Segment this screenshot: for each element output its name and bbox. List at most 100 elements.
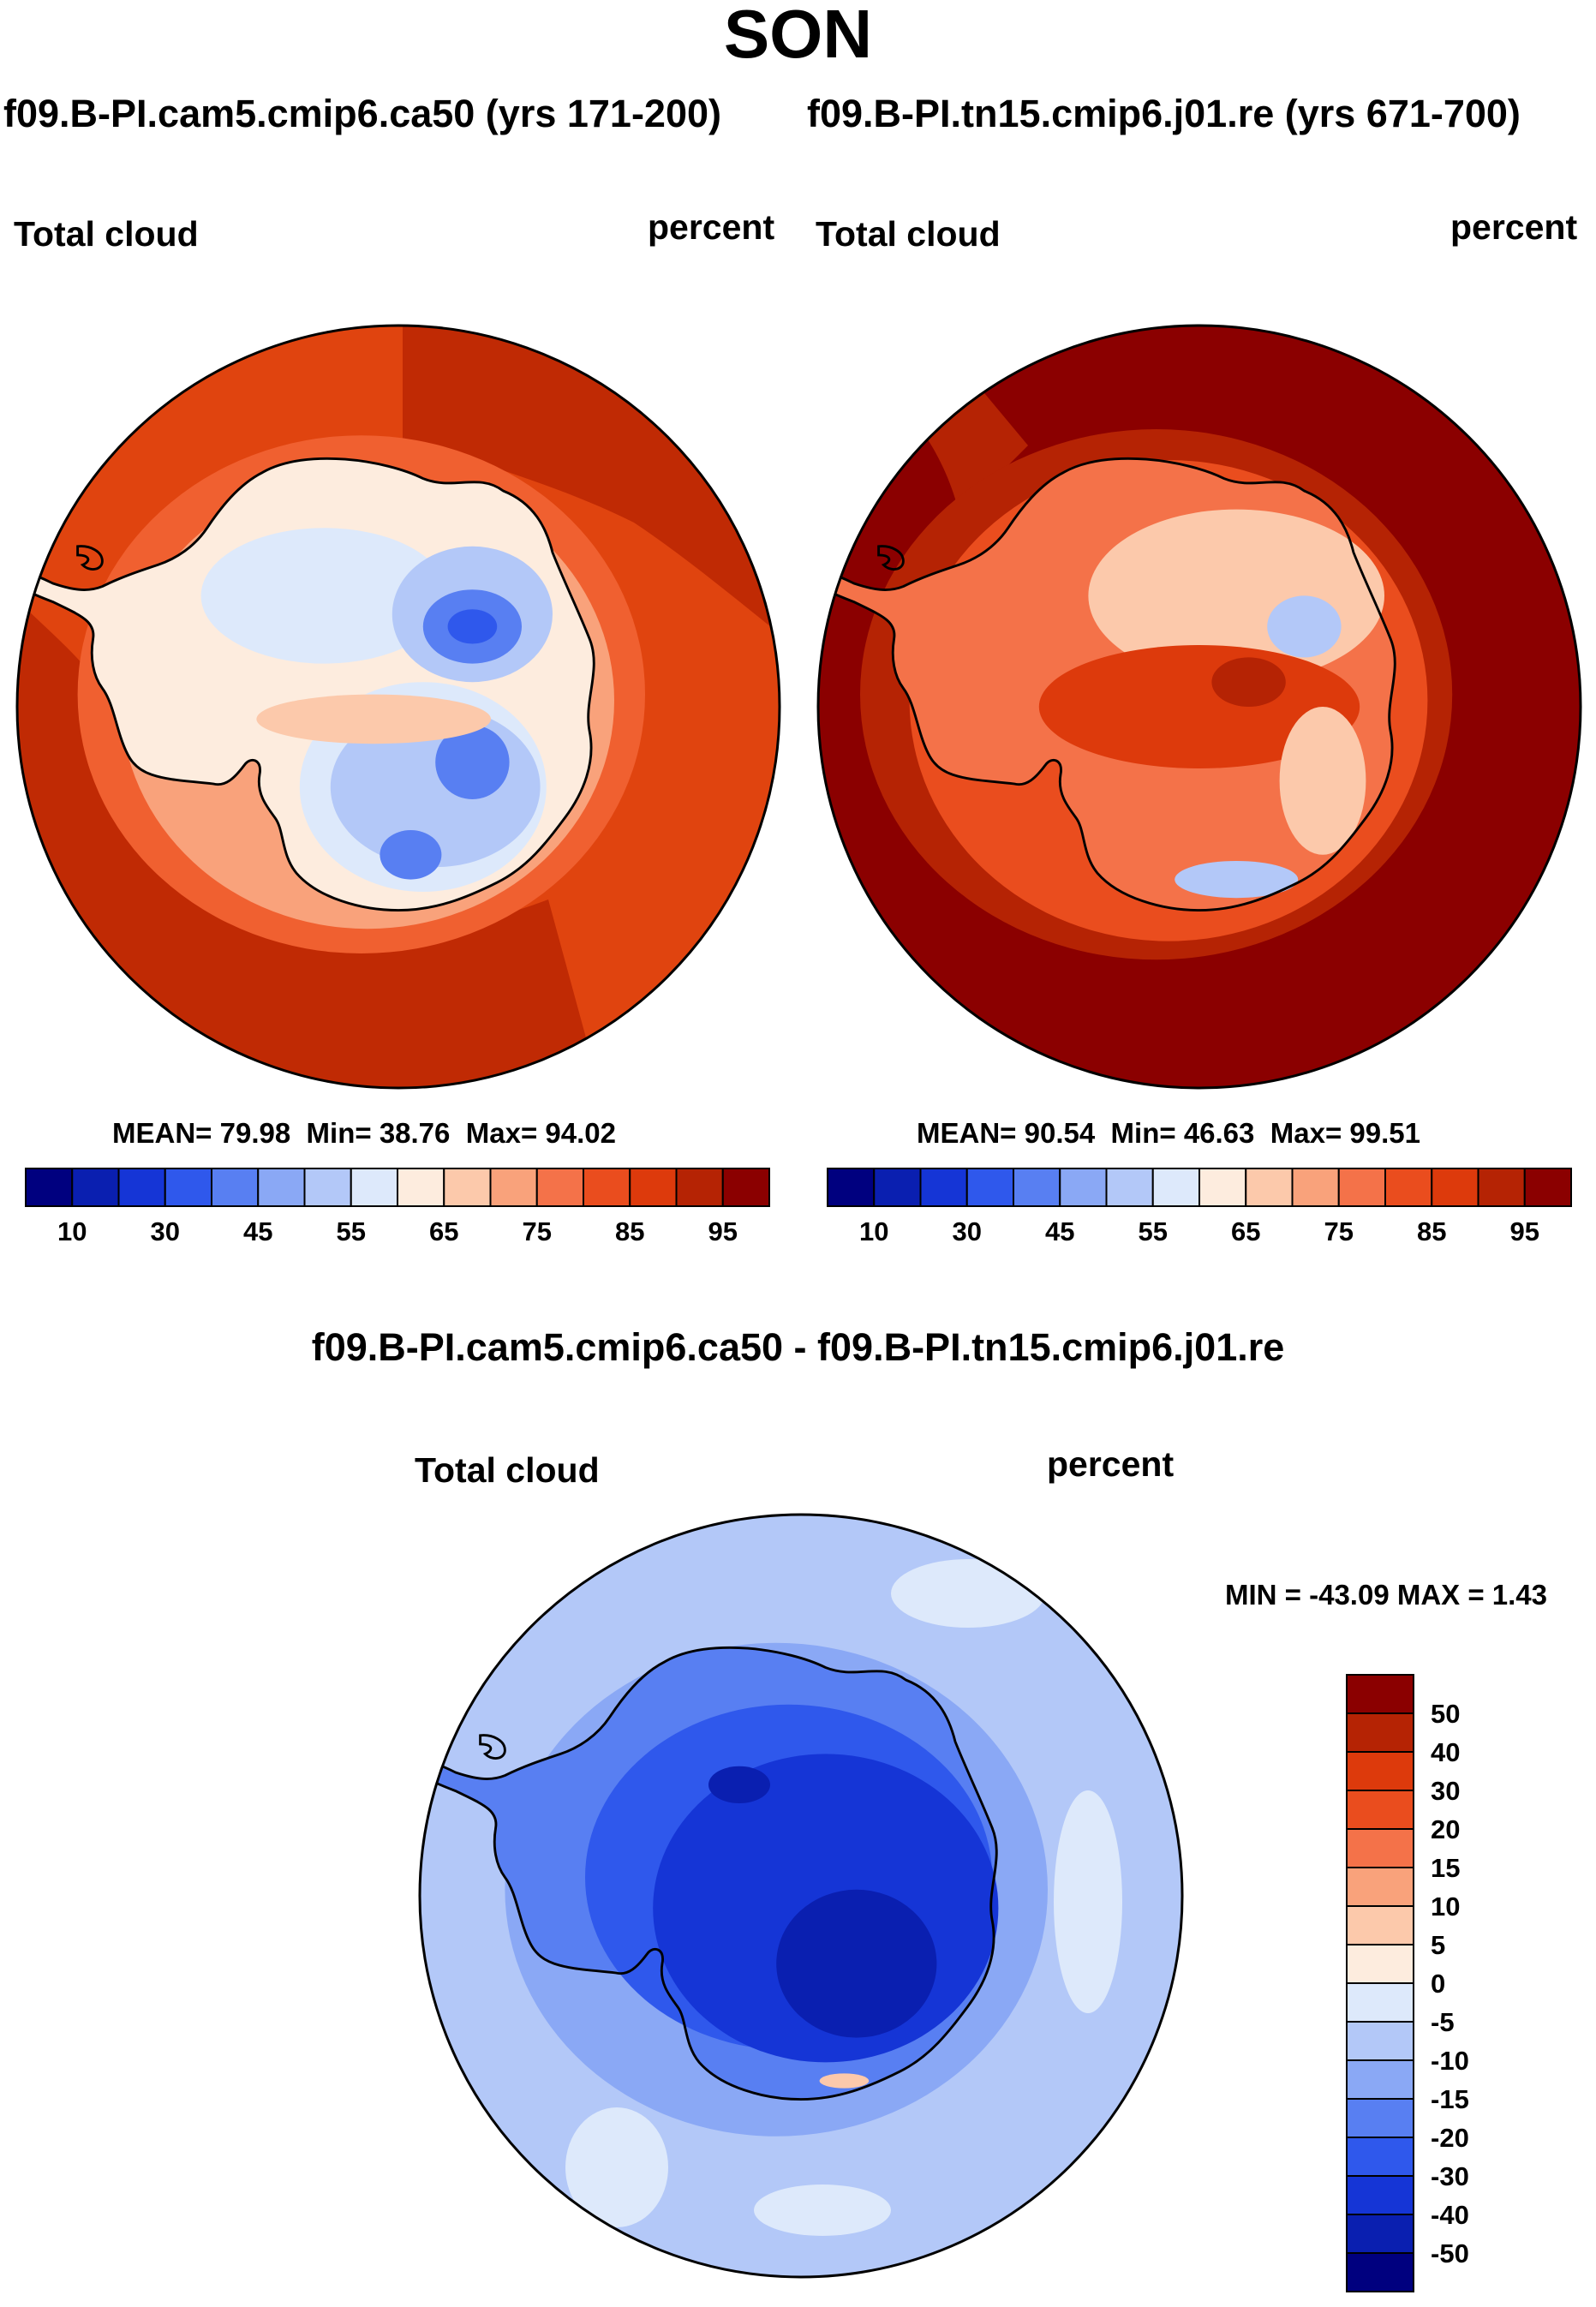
colorbar-tick-label: -40 — [1431, 2200, 1469, 2230]
colorbar-tick-label: 65 — [429, 1216, 458, 1246]
colorbar-swatch — [583, 1168, 631, 1207]
colorbar-swatch — [25, 1168, 74, 1207]
colorbar-swatch — [535, 1168, 584, 1207]
map-panel-b — [818, 326, 1581, 1088]
colorbar-swatch — [1337, 1168, 1386, 1207]
colorbar-tick-label: 75 — [523, 1216, 552, 1246]
colorbar-swatch — [211, 1168, 260, 1207]
colorbar-tick-label: 95 — [708, 1216, 738, 1246]
colorbar-swatch — [1198, 1168, 1247, 1207]
colorbar-swatch — [629, 1168, 678, 1207]
colorbar-tick-label: 45 — [1045, 1216, 1074, 1246]
min-label: Min= — [306, 1117, 372, 1149]
diff-min-max: MIN = -43.09 MAX = 1.43 — [1225, 1579, 1548, 1611]
colorbar-swatch — [675, 1168, 724, 1207]
colorbar-swatch — [1346, 1944, 1414, 1984]
colorbar-swatch — [1346, 2098, 1414, 2138]
colorbar-a: 10 30 45 55 65 75 85 95 — [25, 1168, 770, 1246]
colorbar-swatch — [71, 1168, 120, 1207]
colorbar-swatch — [257, 1168, 306, 1207]
colorbar-swatch — [1346, 1674, 1414, 1714]
min-value: 38.76 — [379, 1117, 451, 1149]
colorbar-swatch — [303, 1168, 352, 1207]
colorbar-swatch — [873, 1168, 922, 1207]
colorbar-tick-label: -10 — [1431, 2046, 1469, 2076]
map-panel-a — [17, 326, 780, 1088]
colorbar-tick-label: 0 — [1431, 1969, 1445, 1999]
colorbar-tick-label: 40 — [1431, 1737, 1460, 1767]
left-case-title: f09.B-PI.cam5.cmip6.ca50 (yrs 171-200) — [3, 92, 721, 135]
colorbar-tick-label: -5 — [1431, 2007, 1455, 2037]
min-label: Min= — [1110, 1117, 1176, 1149]
colorbar-swatch — [1245, 1168, 1294, 1207]
colorbar-swatch — [1105, 1168, 1154, 1207]
main-title: SON — [723, 0, 873, 72]
colorbar-tick-label: -20 — [1431, 2123, 1469, 2153]
colorbar-swatch — [1346, 2252, 1414, 2292]
map-boundary-diff — [418, 1513, 1184, 2279]
colorbar-swatch — [965, 1168, 1014, 1207]
colorbar-swatch — [1291, 1168, 1340, 1207]
colorbar-tick-label: 15 — [1431, 1853, 1460, 1883]
colorbar-tick-label: -30 — [1431, 2161, 1469, 2191]
colorbar-swatch — [1013, 1168, 1061, 1207]
colorbar-tick-label: 95 — [1510, 1216, 1539, 1246]
colorbar-swatch — [1151, 1168, 1200, 1207]
colorbar-tick-label: 65 — [1231, 1216, 1260, 1246]
max-label: Max= — [1270, 1117, 1342, 1149]
map-boundary-a — [15, 324, 781, 1090]
colorbar-swatch — [117, 1168, 166, 1207]
right-panel-variable-label: Total cloud — [816, 214, 1001, 254]
colorbar-swatch — [919, 1168, 968, 1207]
colorbar-swatch — [827, 1168, 876, 1207]
colorbar-tick-label: 10 — [859, 1216, 888, 1246]
colorbar-swatch — [1346, 1751, 1414, 1791]
map-boundary-b — [816, 324, 1582, 1090]
mean-label: MEAN= — [917, 1117, 1017, 1149]
colorbar-swatch — [1346, 1905, 1414, 1945]
colorbar-swatch — [1346, 2137, 1414, 2177]
colorbar-tick-label: -15 — [1431, 2084, 1469, 2114]
colorbar-swatch — [1346, 2175, 1414, 2215]
mean-value: 90.54 — [1024, 1117, 1096, 1149]
colorbar-tick-label: 5 — [1431, 1930, 1445, 1960]
colorbar-swatch — [1346, 1828, 1414, 1868]
diff-panel-variable-label: Total cloud — [415, 1450, 600, 1490]
colorbar-tick-label: 20 — [1431, 1814, 1460, 1844]
colorbar-tick-label: 55 — [337, 1216, 366, 1246]
right-case-title: f09.B-PI.tn15.cmip6.j01.re (yrs 671-700) — [807, 92, 1521, 135]
colorbar-tick-label: 10 — [57, 1216, 87, 1246]
colorbar-swatch — [1431, 1168, 1479, 1207]
colorbar-swatch — [164, 1168, 212, 1207]
left-panel-stats: MEAN= 79.98 Min= 38.76 Max= 94.02 — [112, 1117, 616, 1150]
colorbar-tick-label: -50 — [1431, 2238, 1469, 2268]
colorbar-swatch — [1477, 1168, 1526, 1207]
colorbar-tick-label: 75 — [1324, 1216, 1354, 1246]
colorbar-swatch — [1346, 1712, 1414, 1753]
right-panel-units-label: percent — [1450, 207, 1578, 247]
map-panel-diff — [420, 1515, 1182, 2277]
colorbar-swatch — [721, 1168, 770, 1207]
colorbar-swatch — [489, 1168, 538, 1207]
colorbar-tick-label: 45 — [243, 1216, 272, 1246]
colorbar-swatch — [1346, 2021, 1414, 2061]
right-panel-stats: MEAN= 90.54 Min= 46.63 Max= 99.51 — [917, 1117, 1420, 1150]
left-panel-variable-label: Total cloud — [14, 214, 199, 254]
colorbar-tick-label: 30 — [151, 1216, 180, 1246]
mean-value: 79.98 — [219, 1117, 291, 1149]
diff-title: f09.B-PI.cam5.cmip6.ca50 - f09.B-PI.tn15… — [311, 1325, 1285, 1369]
colorbar-tick-label: 85 — [615, 1216, 644, 1246]
colorbar-tick-label: 30 — [1431, 1776, 1460, 1806]
left-panel-units-label: percent — [648, 207, 775, 247]
colorbar-swatch — [1059, 1168, 1108, 1207]
colorbar-tick-label: 10 — [1431, 1892, 1460, 1922]
colorbar-tick-label: 30 — [953, 1216, 982, 1246]
colorbar-swatch — [1384, 1168, 1433, 1207]
mean-label: MEAN= — [112, 1117, 212, 1149]
max-label: Max= — [465, 1117, 538, 1149]
colorbar-tick-label: 50 — [1431, 1699, 1460, 1729]
min-value: 46.63 — [1183, 1117, 1255, 1149]
max-value: 94.02 — [545, 1117, 616, 1149]
